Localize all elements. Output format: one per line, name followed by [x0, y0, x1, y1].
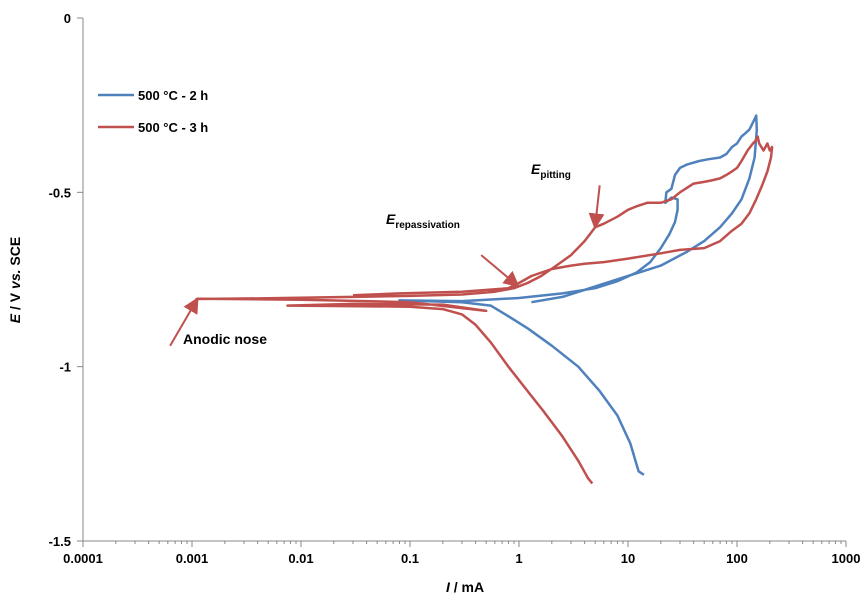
anodic-nose-label: Anodic nose [183, 331, 267, 347]
x-tick-label: 100 [726, 551, 748, 566]
legend-label-series-2: 500 °C - 3 h [138, 120, 208, 135]
annotations: Epitting Erepassivation Anodic nose [169, 161, 605, 347]
y-tick-label: 0 [64, 11, 71, 26]
tick-labels: 0.0001 0.001 0.01 0.1 1 10 100 1000 0 -0.5 -1 -1.5 [49, 11, 861, 566]
x-tick-label: 1 [515, 551, 522, 566]
repassivation-label: Erepassivation [386, 211, 460, 231]
y-axis-title: E / V vs. SCE [7, 237, 23, 323]
legend: 500 °C - 2 h 500 °C - 3 h [98, 88, 208, 135]
series-line-2 [195, 135, 774, 485]
x-tick-label: 0.1 [401, 551, 419, 566]
anodic-nose-arrow [169, 296, 199, 347]
legend-label-series-1: 500 °C - 2 h [138, 88, 208, 103]
series-line-1 [398, 114, 759, 476]
y-tick-label: -1 [59, 360, 71, 375]
x-tick-label: 10 [621, 551, 635, 566]
x-axis-title: I / mA [446, 579, 484, 595]
axes [82, 18, 846, 542]
pitting-label: Epitting [531, 161, 571, 181]
series-group [195, 114, 774, 485]
y-tick-label: -1.5 [49, 534, 71, 549]
axis-ticks [77, 17, 847, 547]
x-tick-label: 0.001 [176, 551, 209, 566]
repassivation-arrow [480, 254, 520, 288]
x-tick-label: 0.01 [288, 551, 313, 566]
x-tick-label: 0.0001 [63, 551, 103, 566]
x-tick-label: 1000 [832, 551, 861, 566]
pitting-arrow [588, 185, 605, 230]
y-tick-label: -0.5 [49, 185, 71, 200]
